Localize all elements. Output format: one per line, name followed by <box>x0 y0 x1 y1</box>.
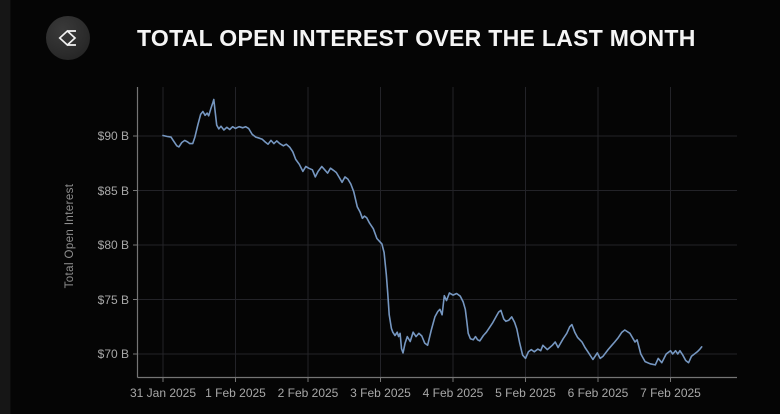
plot-area[interactable] <box>138 87 738 378</box>
y-axis-tick-label: $75 B <box>97 292 129 307</box>
x-axis-tick-label: 5 Feb 2025 <box>495 386 556 400</box>
y-axis-tick-label: $90 B <box>97 129 129 143</box>
y-axis-tick-label: $80 B <box>97 238 129 252</box>
total-open-interest-line <box>162 98 703 366</box>
x-axis-tick-label: 3 Feb 2025 <box>350 386 411 400</box>
chart-title: TOTAL OPEN INTEREST OVER THE LAST MONTH <box>137 25 696 51</box>
x-axis-tick-label: 6 Feb 2025 <box>567 386 629 400</box>
x-axis-tick-label: 1 Feb 2025 <box>205 386 266 400</box>
y-axis-tick-label: $85 B <box>97 183 129 198</box>
sigma-logo-icon <box>54 24 82 52</box>
x-axis-tick-label: 31 Jan 2025 <box>129 386 197 400</box>
x-axis-tick-label: 7 Feb 2025 <box>640 386 701 400</box>
logo-button[interactable] <box>46 16 90 60</box>
x-axis-tick-label: 4 Feb 2025 <box>422 386 484 400</box>
window-edge-strip <box>0 0 11 414</box>
x-axis-tick-label: 2 Feb 2025 <box>277 386 339 400</box>
y-axis-tick-label: $70 B <box>97 347 129 361</box>
